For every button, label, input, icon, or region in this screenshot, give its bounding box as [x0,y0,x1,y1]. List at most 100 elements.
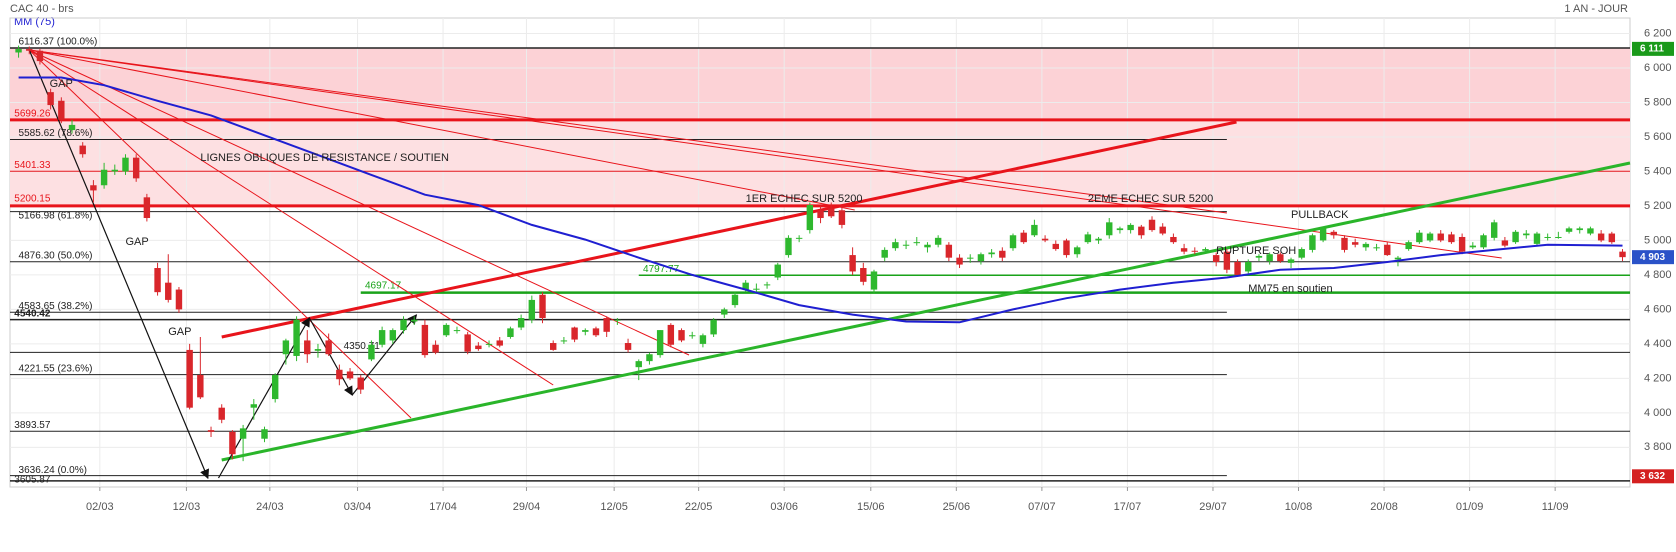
candle-body [453,330,461,332]
level-label: 5699.26 [14,108,51,119]
candle-body [58,100,65,120]
x-tick-label: 17/07 [1114,501,1142,513]
moving-average [18,76,1623,324]
candle-body [550,343,557,350]
candle-body [1501,240,1509,246]
y-tick-label: 3 800 [1644,441,1672,453]
y-tick-label: 5 400 [1644,165,1672,177]
candle-body [582,330,589,332]
y-tick-label: 4 800 [1644,269,1672,281]
candle-body [1384,244,1391,256]
candle-body [1373,247,1380,249]
annotation: MM75 en soutien [1248,283,1332,295]
candle-body [1009,235,1017,249]
x-tick-label: 07/07 [1028,501,1056,513]
candle-body [1480,235,1487,248]
candle-body [325,340,332,355]
candle-body [742,282,749,290]
level-label: 4697.17 [365,280,402,291]
candle-body [507,328,514,337]
candle-body [271,374,279,400]
x-tick-label: 02/03 [86,501,114,513]
y-tick-label: 5 200 [1644,200,1672,212]
x-tick-label: 29/04 [513,501,541,513]
candle-body [828,208,835,217]
candle-body [1319,228,1327,241]
x-tick-label: 12/05 [600,501,628,513]
y-tick-label: 5 800 [1644,96,1672,108]
candle-body [945,244,953,258]
candle-body [1191,250,1198,252]
candle-body [410,319,418,322]
candle-body [967,257,974,259]
period-label: 1 AN - JOUR [1564,3,1628,15]
arrow [28,49,210,480]
candle-body [143,197,151,219]
candle-body [1106,222,1113,236]
y-tick-label: 5 600 [1644,131,1672,143]
candle-body [1148,219,1156,231]
level-label: 4797.77 [643,264,680,275]
annotation: GAP [168,326,191,338]
candle-body [346,371,354,379]
candle-body [806,205,814,231]
annotation: GAP [125,236,148,248]
candle-body [571,327,578,340]
candle-body [1052,243,1059,250]
y-tick-label: 4 200 [1644,372,1672,384]
price-badge-label: 3 632 [1640,471,1665,482]
candle-body [614,319,621,321]
price-badge [1632,469,1674,484]
candle-body [1223,251,1231,270]
candle-body [186,349,193,408]
price-badge-label: 6 111 [1640,44,1664,55]
candle-body [667,324,675,345]
candle-body [1330,231,1338,236]
candle-body [293,319,300,356]
level-label: 4350.71 [344,341,381,352]
candle-body [753,288,760,290]
candle-body [1341,237,1348,250]
candle-body [357,377,364,390]
candle-body [1351,242,1359,245]
x-tick-label: 03/04 [344,501,372,513]
annotation: 1ER ECHEC SUR 5200 [746,193,863,205]
candle-body [496,340,503,346]
candle-body [443,324,450,336]
candle-body [314,349,322,351]
candle-body [475,345,482,350]
level-label: 5401.33 [14,160,51,171]
candle-body [656,330,664,356]
candle-body [1138,226,1145,236]
candle-body [592,328,600,336]
candle-body [999,250,1006,258]
candle-body [892,242,899,249]
annotation: 2EME ECHEC SUR 5200 [1088,193,1213,205]
x-tick-label: 11/09 [1542,501,1569,513]
y-tick-label: 6 000 [1644,62,1672,74]
candle-body [100,169,108,186]
level-label: 3605.87 [14,474,51,485]
candle-body [432,344,439,353]
x-tick-label: 22/05 [685,501,713,513]
candle-body [1202,249,1209,251]
candle-body [1212,255,1220,262]
candle-body [122,157,129,172]
candle-body [218,407,225,420]
candle-body [849,255,856,272]
annotation: GAP [50,78,73,90]
candle-body [389,330,397,341]
candle-body [1448,234,1455,243]
annotation: LIGNES OBLIQUES DE RESISTANCE / SOUTIEN [200,152,449,164]
candle-body [1063,240,1070,256]
candle-body [207,430,215,432]
candle-body [421,324,429,356]
price-badge-label: 4 903 [1640,252,1665,263]
candle-body [239,428,247,439]
candle-body [1619,251,1626,258]
candle-body [795,237,803,239]
candle-body [977,254,985,262]
plot-area [9,17,1631,488]
x-tick-label: 01/09 [1456,501,1484,513]
candle-body [1597,233,1605,241]
